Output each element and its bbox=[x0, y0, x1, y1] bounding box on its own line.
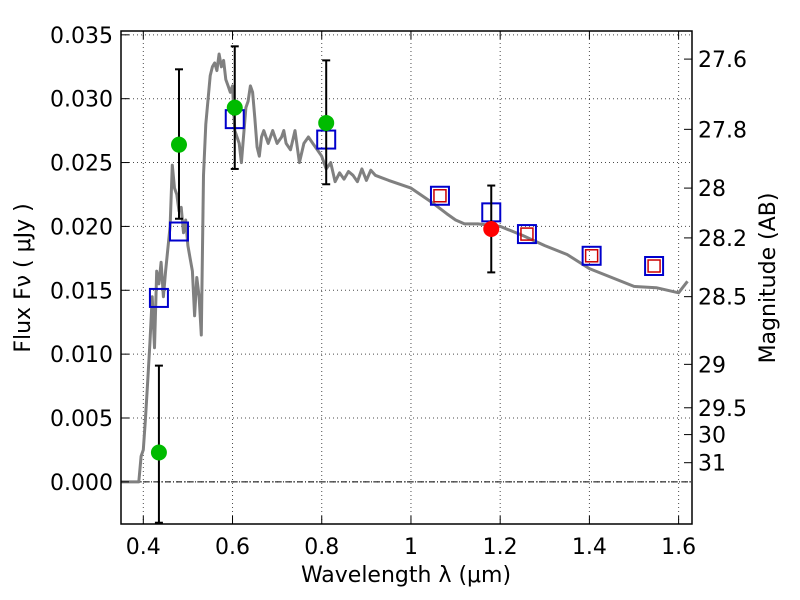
right-tick-label: 27.6 bbox=[698, 48, 747, 73]
y-tick-label: 0.005 bbox=[50, 407, 113, 432]
right-tick-label: 28.5 bbox=[698, 286, 747, 311]
observed-point bbox=[226, 99, 243, 116]
y-axis-label: Flux Fν ( μJy ) bbox=[11, 203, 36, 352]
right-tick-label: 29 bbox=[698, 353, 726, 378]
right-tick-label: 28.2 bbox=[698, 227, 747, 252]
observed-point bbox=[150, 444, 167, 461]
y-tick-label: 0.020 bbox=[50, 215, 113, 240]
x-tick-label: 0.4 bbox=[126, 535, 161, 560]
sed-curve bbox=[121, 52, 689, 484]
observed-point bbox=[483, 220, 500, 237]
ticks: 0.4 0.6 0.8 1 1.2 1.4 1.6 0.000 0.005 0.010 0.015 0… bbox=[50, 24, 747, 560]
y-tick-label: 0.030 bbox=[50, 88, 113, 113]
right-tick-label: 29.5 bbox=[698, 397, 747, 422]
x-tick-label: 1 bbox=[404, 535, 418, 560]
plot-frame bbox=[120, 30, 693, 525]
x-tick-label: 1.2 bbox=[483, 535, 518, 560]
model-square-inner bbox=[647, 259, 661, 273]
observed-point bbox=[170, 136, 187, 153]
x-tick-label: 1.6 bbox=[661, 535, 696, 560]
x-tick-label: 0.6 bbox=[215, 535, 250, 560]
right-tick-label: 30 bbox=[698, 424, 726, 449]
model-square bbox=[168, 221, 189, 242]
x-tick-label: 0.8 bbox=[304, 535, 339, 560]
y-tick-label: 0.010 bbox=[50, 343, 113, 368]
x-tick-label: 1.4 bbox=[572, 535, 607, 560]
model-square bbox=[581, 245, 602, 266]
right-tick-label: 27.8 bbox=[698, 118, 747, 143]
model-square bbox=[516, 224, 537, 245]
y-tick-label: 0.015 bbox=[50, 279, 113, 304]
model-square-inner bbox=[520, 227, 534, 241]
model-square-inner bbox=[584, 249, 599, 263]
y-axis-right-label: Magnitude (AB) bbox=[756, 193, 781, 364]
observed-point bbox=[318, 114, 335, 131]
model-square bbox=[148, 287, 169, 308]
right-tick-label: 28 bbox=[698, 177, 726, 202]
y-tick-label: 0.025 bbox=[50, 152, 113, 177]
y-tick-label: 0.035 bbox=[50, 24, 113, 49]
model-square bbox=[644, 256, 665, 277]
x-axis-label: Wavelength λ (μm) bbox=[301, 563, 511, 588]
sed-curve-group bbox=[121, 52, 689, 484]
markers bbox=[148, 45, 665, 524]
right-tick-label: 31 bbox=[698, 452, 726, 477]
model-square-inner bbox=[433, 189, 447, 203]
y-tick-label: 0.000 bbox=[50, 471, 113, 496]
model-square bbox=[429, 185, 450, 206]
